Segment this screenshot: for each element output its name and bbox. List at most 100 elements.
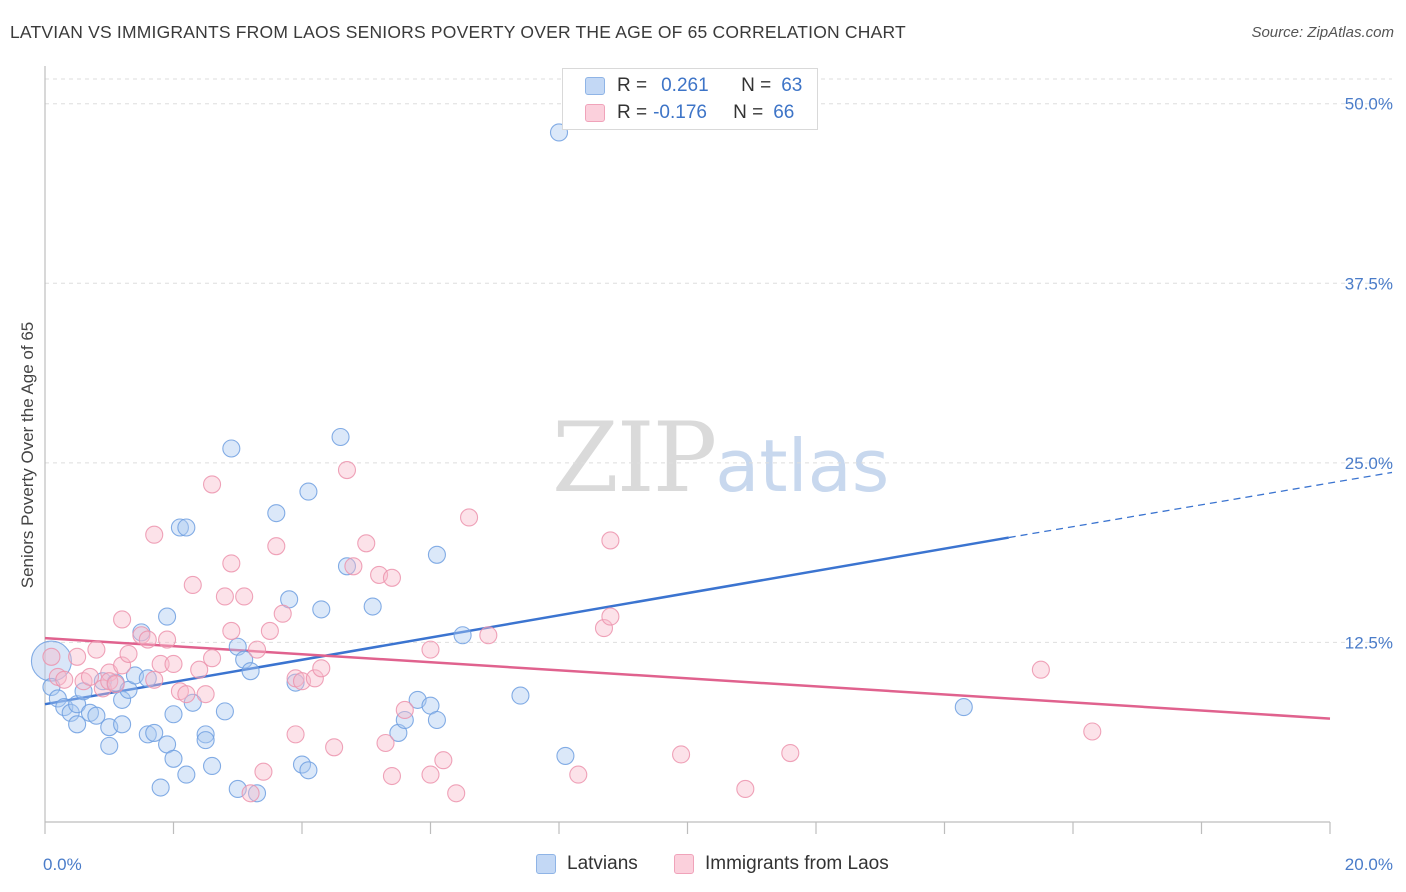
laos-point	[601, 607, 620, 626]
stats-legend: R = 0.261 N = 63 R = -0.176 N = 66	[562, 68, 818, 130]
n-label: N =	[741, 75, 772, 96]
laos-point	[119, 644, 138, 663]
laos-point	[594, 619, 614, 638]
latvians-point	[164, 705, 183, 724]
laos-point	[145, 670, 164, 689]
laos-point	[222, 554, 241, 573]
laos-point	[286, 725, 305, 744]
latvians-point	[113, 715, 132, 734]
latvians-point	[177, 518, 196, 537]
laos-point	[80, 667, 100, 686]
laos-point	[376, 733, 395, 753]
laos-point	[190, 660, 209, 679]
latvians-point	[151, 778, 170, 797]
latvians-point	[222, 439, 241, 458]
laos-point	[247, 640, 267, 659]
x-tick-labels: 0.0% 20.0%	[43, 855, 1393, 874]
latvians-point	[299, 761, 318, 780]
chart-title: LATVIAN VS IMMIGRANTS FROM LAOS SENIORS …	[10, 22, 906, 42]
watermark: ZIPatlas	[552, 402, 889, 514]
legend-label-laos: Immigrants from Laos	[705, 853, 889, 874]
latvians-trend-extension	[1008, 471, 1393, 539]
laos-point	[55, 670, 74, 689]
laos-point	[203, 475, 222, 494]
y-tick-label: 12.5%	[1345, 633, 1393, 652]
latvians-point	[427, 710, 446, 730]
laos-point	[395, 700, 414, 720]
laos-point	[447, 784, 466, 803]
latvians-point	[145, 723, 164, 742]
latvians-point	[453, 626, 472, 645]
laos-point	[215, 587, 234, 606]
laos-point	[459, 508, 479, 527]
laos-point	[421, 765, 440, 784]
laos-trend-line	[44, 636, 1331, 720]
laos-point	[569, 765, 588, 784]
laos-point	[325, 738, 344, 757]
laos-point	[434, 751, 453, 770]
laos-point	[1083, 722, 1102, 741]
laos-point	[305, 669, 324, 688]
laos-point	[68, 647, 87, 666]
latvians-point	[87, 706, 106, 725]
y-tick-label: 25.0%	[1345, 454, 1393, 473]
r-label: R =	[617, 75, 648, 96]
n-value: 63	[781, 75, 803, 96]
laos-point	[106, 675, 125, 694]
laos-point	[382, 766, 402, 786]
laos-point	[736, 779, 755, 799]
laos-point	[337, 460, 357, 480]
latvians-point	[215, 702, 234, 721]
laos-point	[151, 654, 170, 674]
legend-label-latvians: Latvians	[567, 853, 638, 874]
laos-point	[260, 621, 279, 640]
laos-point	[1031, 660, 1050, 679]
legend-swatch-latvians	[536, 854, 556, 874]
latvians-point	[241, 662, 260, 681]
laos-point	[222, 621, 241, 640]
latvians-point	[138, 669, 157, 688]
latvians-point	[177, 765, 196, 784]
laos-point	[235, 587, 254, 606]
laos-point	[177, 685, 196, 704]
latvians-point	[100, 736, 119, 755]
latvians-point	[196, 725, 215, 744]
watermark-atlas: atlas	[715, 424, 890, 508]
legend-swatch-laos	[674, 854, 694, 874]
laos-point	[138, 630, 157, 649]
laos-point	[672, 745, 691, 764]
latvians-point	[331, 427, 350, 447]
laos-point	[344, 557, 363, 576]
source-credit: Source: ZipAtlas.com	[1251, 24, 1394, 41]
laos-point	[601, 531, 620, 550]
laos-point	[254, 762, 273, 781]
y-tick-label: 37.5%	[1345, 274, 1393, 293]
latvians-point	[113, 690, 132, 709]
laos-point	[241, 784, 260, 803]
latvians-point	[170, 518, 189, 537]
laos-point	[113, 656, 132, 675]
trend-lines	[44, 471, 1393, 720]
r-value: 0.261	[661, 75, 709, 96]
y-tick-labels: 12.5% 25.0% 37.5% 50.0%	[1345, 95, 1393, 653]
laos-point	[421, 640, 440, 659]
y-axis-label: Seniors Poverty Over the Age of 65	[18, 322, 37, 588]
laos-point	[145, 525, 164, 544]
latvians-point	[299, 482, 318, 501]
laos-point	[42, 647, 61, 666]
legend-item-latvians: Latvians	[536, 851, 638, 877]
laos-point	[273, 604, 292, 623]
latvians-point	[395, 710, 414, 730]
r-label: R =	[617, 102, 648, 123]
latvians-point	[312, 600, 331, 619]
latvians-point	[164, 749, 183, 768]
laos-point	[183, 575, 202, 595]
watermark-zip: ZIP	[552, 402, 717, 514]
latvians-point	[203, 756, 222, 776]
laos-point	[158, 630, 177, 649]
n-value: 66	[773, 102, 795, 123]
laos-point	[267, 537, 286, 556]
legend-swatch-laos	[585, 104, 605, 122]
latvians-point	[30, 640, 72, 682]
latvians-point	[267, 504, 286, 523]
